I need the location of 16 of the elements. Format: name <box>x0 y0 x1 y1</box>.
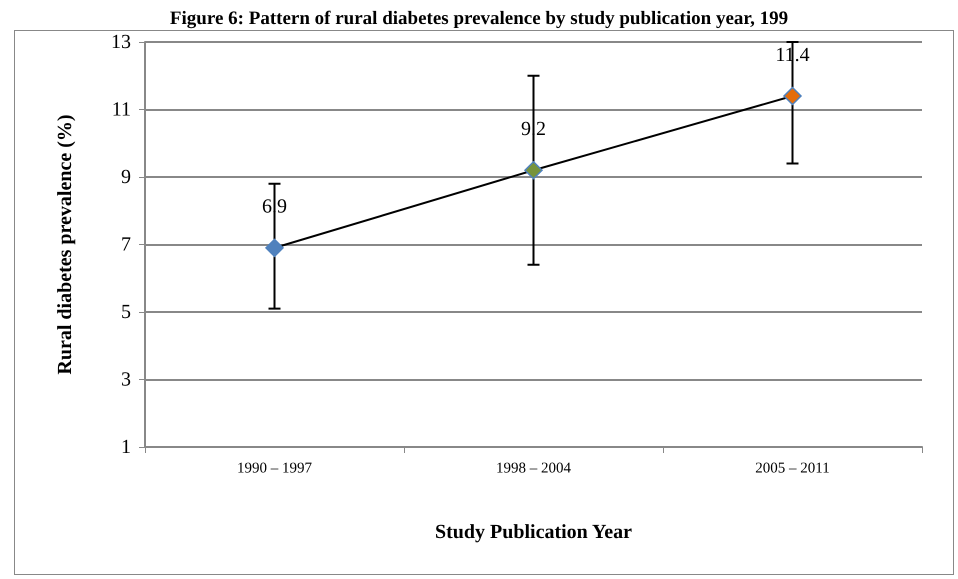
x-tick-label: 1998 – 2004 <box>496 460 572 476</box>
y-tick-label: 7 <box>121 234 131 256</box>
y-tick-label: 1 <box>121 436 131 458</box>
x-tick-label: 1990 – 1997 <box>237 460 312 476</box>
point <box>783 86 802 106</box>
x-axis-title: Study Publication Year <box>434 521 632 543</box>
x-tick-label: 2005 – 2011 <box>755 460 830 476</box>
y-tick-label: 9 <box>121 166 131 188</box>
y-tick-label: 3 <box>121 368 131 390</box>
point <box>265 238 284 258</box>
point <box>524 161 543 180</box>
y-tick-label: 5 <box>121 301 131 323</box>
y-axis-title: Rural diabetes prevalence (%) <box>54 114 76 375</box>
y-tick-label: 13 <box>111 31 131 53</box>
chart-title: Figure 6: Pattern of rural diabetes prevalence by study publication year, 199 <box>170 8 788 29</box>
y-tick-label: 11 <box>112 98 131 120</box>
